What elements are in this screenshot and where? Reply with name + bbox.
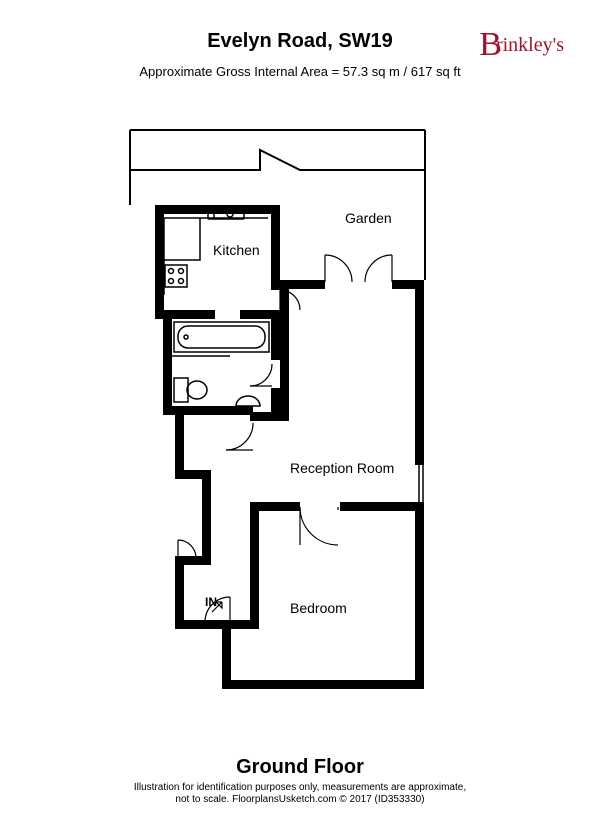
label-garden: Garden: [345, 210, 392, 226]
label-reception: Reception Room: [290, 460, 394, 476]
brinkleys-logo: Brinkley's: [479, 30, 570, 61]
footer-line-2: not to scale. FloorplansUsketch.com © 20…: [0, 794, 600, 806]
area-subtitle: Approximate Gross Internal Area = 57.3 s…: [0, 64, 600, 79]
label-kitchen: Kitchen: [213, 242, 260, 258]
floor-label: Ground Floor: [0, 756, 600, 779]
floorplan: Garden Kitchen Reception Room Bedroom IN: [0, 110, 600, 740]
footer: Illustration for identification purposes…: [0, 782, 600, 806]
logo-rest: rinkley's: [496, 34, 564, 56]
label-bedroom: Bedroom: [290, 600, 347, 616]
footer-line-1: Illustration for identification purposes…: [0, 782, 600, 794]
floorplan-svg: [0, 110, 600, 740]
label-in: IN: [205, 595, 217, 609]
